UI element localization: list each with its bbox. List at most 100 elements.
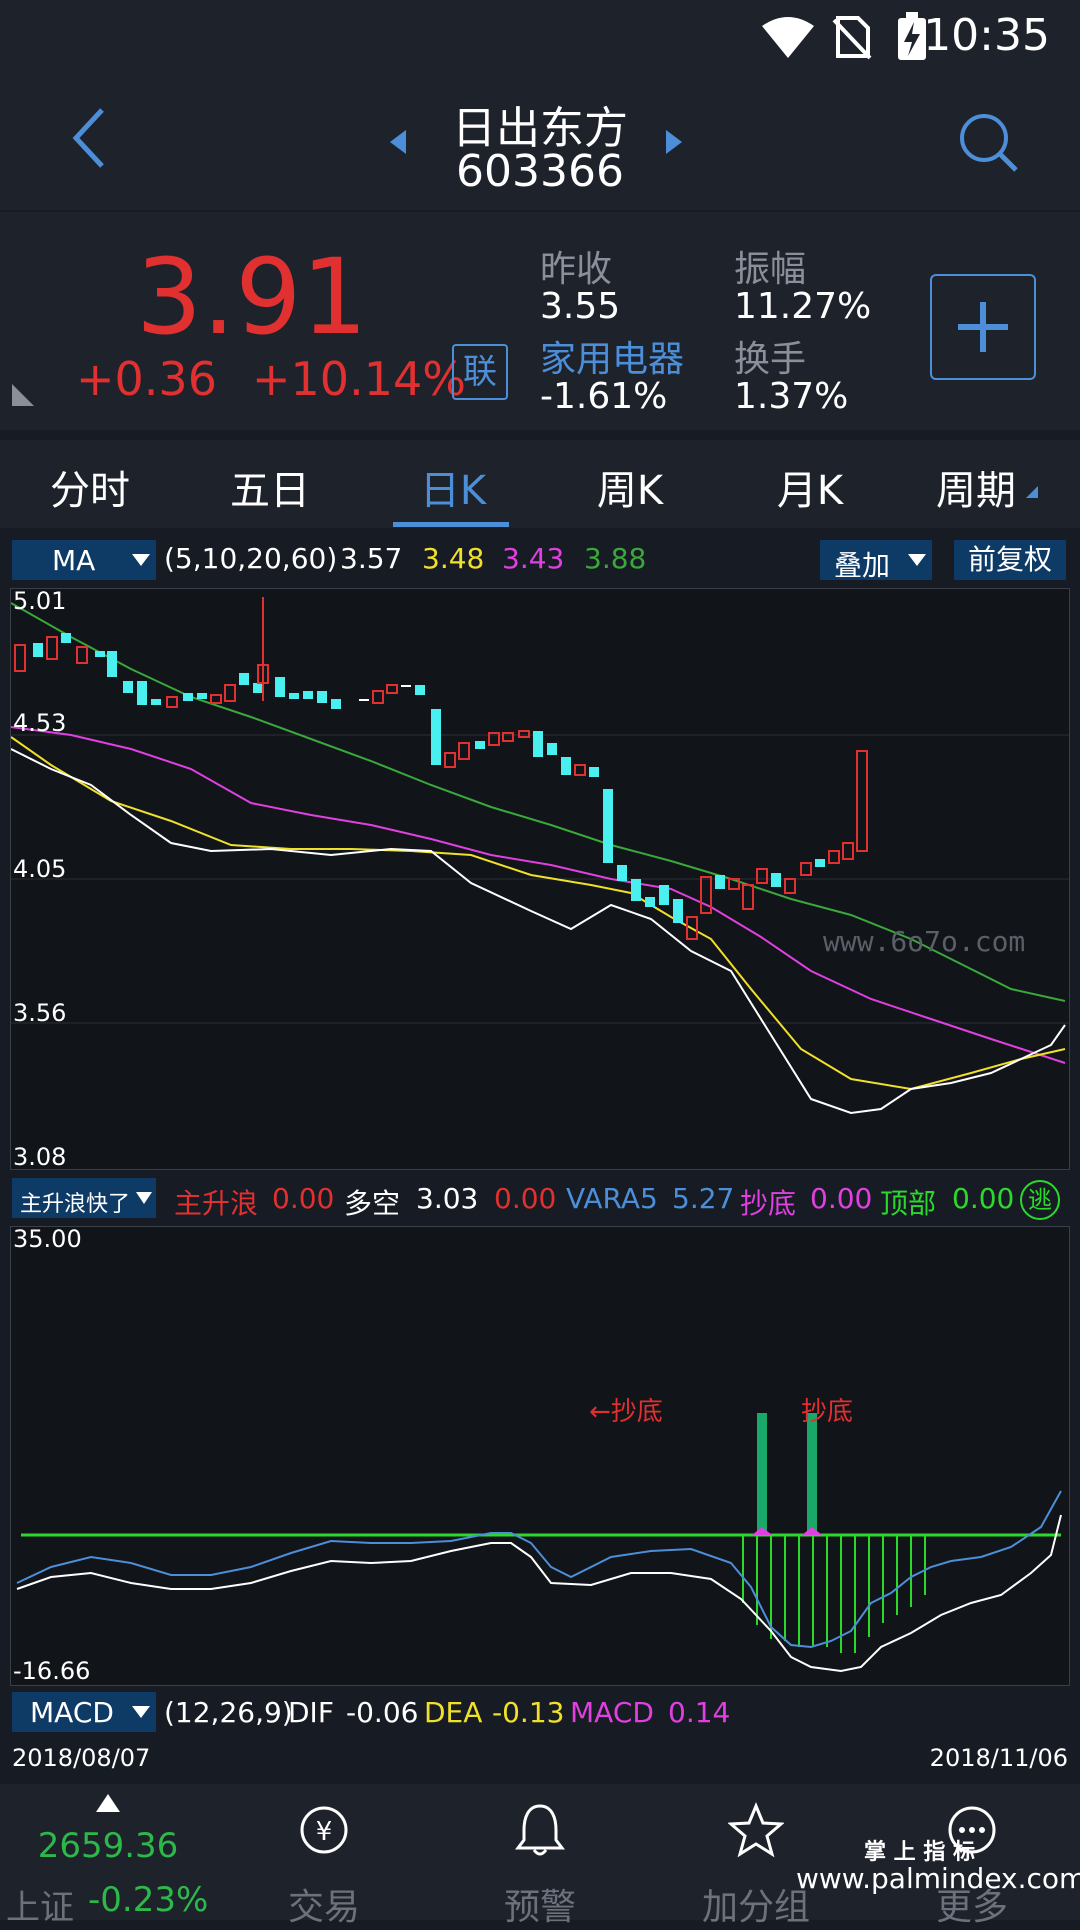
signal-bar (807, 1413, 817, 1535)
candle (166, 696, 178, 708)
svg-text:¥: ¥ (316, 1817, 333, 1847)
watermark-cn: 掌 上 指 标 (864, 1840, 975, 1865)
nav-index[interactable]: 2659.36 上证 -0.23% (0, 1784, 216, 1928)
sector-change: -1.61% (540, 376, 668, 417)
date-start: 2018/08/07 (12, 1744, 151, 1772)
bell-icon (515, 1804, 565, 1856)
dif-value: -0.06 (346, 1696, 419, 1729)
tab-five-day[interactable]: 五日 (230, 468, 310, 514)
y-tick-1: 5.01 (13, 587, 67, 615)
vara5-value: 5.27 (672, 1182, 735, 1215)
candle (828, 850, 840, 864)
index-change: -0.23% (88, 1880, 209, 1920)
turnover-label: 换手 (734, 339, 807, 380)
candle (239, 673, 249, 685)
tab-daily-k[interactable]: 日K (419, 468, 487, 514)
prev-close-value: 3.55 (540, 286, 621, 327)
tab-weekly-k[interactable]: 周K (596, 468, 664, 514)
prev-stock-icon[interactable] (388, 128, 408, 156)
sector-label[interactable]: 家用电器 (540, 339, 685, 380)
overlay-label: 叠加 (834, 549, 891, 582)
trade-label: 交易 (287, 1887, 360, 1928)
wifi-icon (762, 17, 814, 58)
dk-label: 多空 (344, 1187, 401, 1220)
candle (728, 878, 740, 890)
index-value: 2659.36 (37, 1826, 179, 1866)
nav-alert[interactable]: 预警 (432, 1784, 648, 1928)
candle (95, 651, 105, 657)
escape-badge: 逃 (1020, 1180, 1060, 1220)
db-value: 0.00 (952, 1182, 1015, 1215)
candle (617, 865, 627, 881)
sub-indicator-select[interactable]: 主升浪快了 (12, 1178, 156, 1218)
nav-trade[interactable]: ¥ 交易 (216, 1784, 432, 1928)
dea-label: DEA (424, 1696, 483, 1729)
sub-y-bottom: -16.66 (13, 1657, 91, 1685)
candle (771, 873, 781, 887)
candle (603, 789, 613, 863)
amplitude-label: 振幅 (734, 249, 807, 290)
tab-monthly-k[interactable]: 月K (776, 468, 844, 514)
candle (372, 690, 384, 704)
candle (107, 651, 117, 677)
candle (431, 709, 441, 765)
candle (518, 730, 530, 738)
macd-label: MACD (570, 1696, 654, 1729)
vara5-line (16, 1490, 1062, 1649)
ma-indicator-select[interactable]: MA (12, 540, 156, 580)
candle (533, 731, 543, 757)
nav-watchlist[interactable]: 加分组 (648, 1784, 864, 1928)
candle (574, 764, 586, 776)
back-icon[interactable] (68, 106, 108, 170)
bottom-nav: 2659.36 上证 -0.23% ¥ 交易 预警 加分组 更多 掌 上 指 标… (0, 1784, 1080, 1928)
linked-badge[interactable]: 联 (452, 344, 508, 400)
signal-marker (752, 1527, 772, 1535)
status-time: 10:35 (923, 10, 1050, 61)
kline-chart[interactable]: 5.01 4.53 4.05 3.56 3.08 www.6o7o.com (10, 587, 1070, 1171)
sub-indicator-chart[interactable]: ←抄底 抄底 35.00 -16.66 (10, 1225, 1070, 1686)
no-sim-icon (832, 16, 872, 60)
ma60-value: 3.88 (584, 542, 647, 575)
candle (856, 750, 868, 852)
zsl-label: 主升浪 (174, 1187, 259, 1220)
ma10-line (11, 736, 1066, 1091)
white-line (16, 1514, 1062, 1673)
overlay-select[interactable]: 叠加 (820, 540, 932, 582)
candle (502, 732, 514, 742)
histogram-bars (742, 1535, 926, 1653)
tab-period[interactable]: 周期 (936, 468, 1016, 514)
chevron-down-icon (132, 1706, 150, 1718)
candle (815, 859, 825, 867)
ma20-line (11, 726, 1066, 1064)
macd-indicator-select[interactable]: MACD (12, 1692, 156, 1732)
next-stock-icon[interactable] (664, 128, 684, 156)
candles (14, 597, 868, 940)
up-arrow-icon (96, 1794, 120, 1812)
header: 日出东方 603366 (0, 76, 1080, 210)
quote-panel: 3.91 +0.36 +10.14% 联 昨收 3.55 家用电器 -1.61%… (0, 212, 1080, 430)
search-icon[interactable] (958, 112, 1020, 174)
ma20-value: 3.43 (502, 542, 565, 575)
adjust-button[interactable]: 前复权 (954, 540, 1066, 580)
bottom-signal-annotation-2: 抄底 (801, 1397, 854, 1427)
tab-intraday[interactable]: 分时 (50, 468, 130, 514)
ma-indicator-label: MA (52, 544, 96, 577)
candle (645, 897, 655, 907)
watermark: www.6o7o.com (823, 925, 1026, 958)
candle (386, 684, 398, 694)
add-watchlist-button[interactable] (930, 274, 1036, 380)
candle (289, 693, 299, 699)
candle (33, 643, 43, 657)
trade-icon: ¥ (300, 1806, 348, 1854)
ma-params: (5,10,20,60) (164, 542, 338, 575)
candle (61, 633, 71, 643)
sub-indicator-label: 主升浪快了 (20, 1192, 131, 1217)
candle (547, 743, 557, 755)
chevron-down-icon (136, 1192, 152, 1204)
candle (842, 842, 854, 860)
status-bar: 10:35 (0, 0, 1080, 76)
candle (673, 899, 683, 923)
candle (631, 879, 641, 901)
candle (359, 699, 369, 701)
candle (444, 752, 456, 768)
